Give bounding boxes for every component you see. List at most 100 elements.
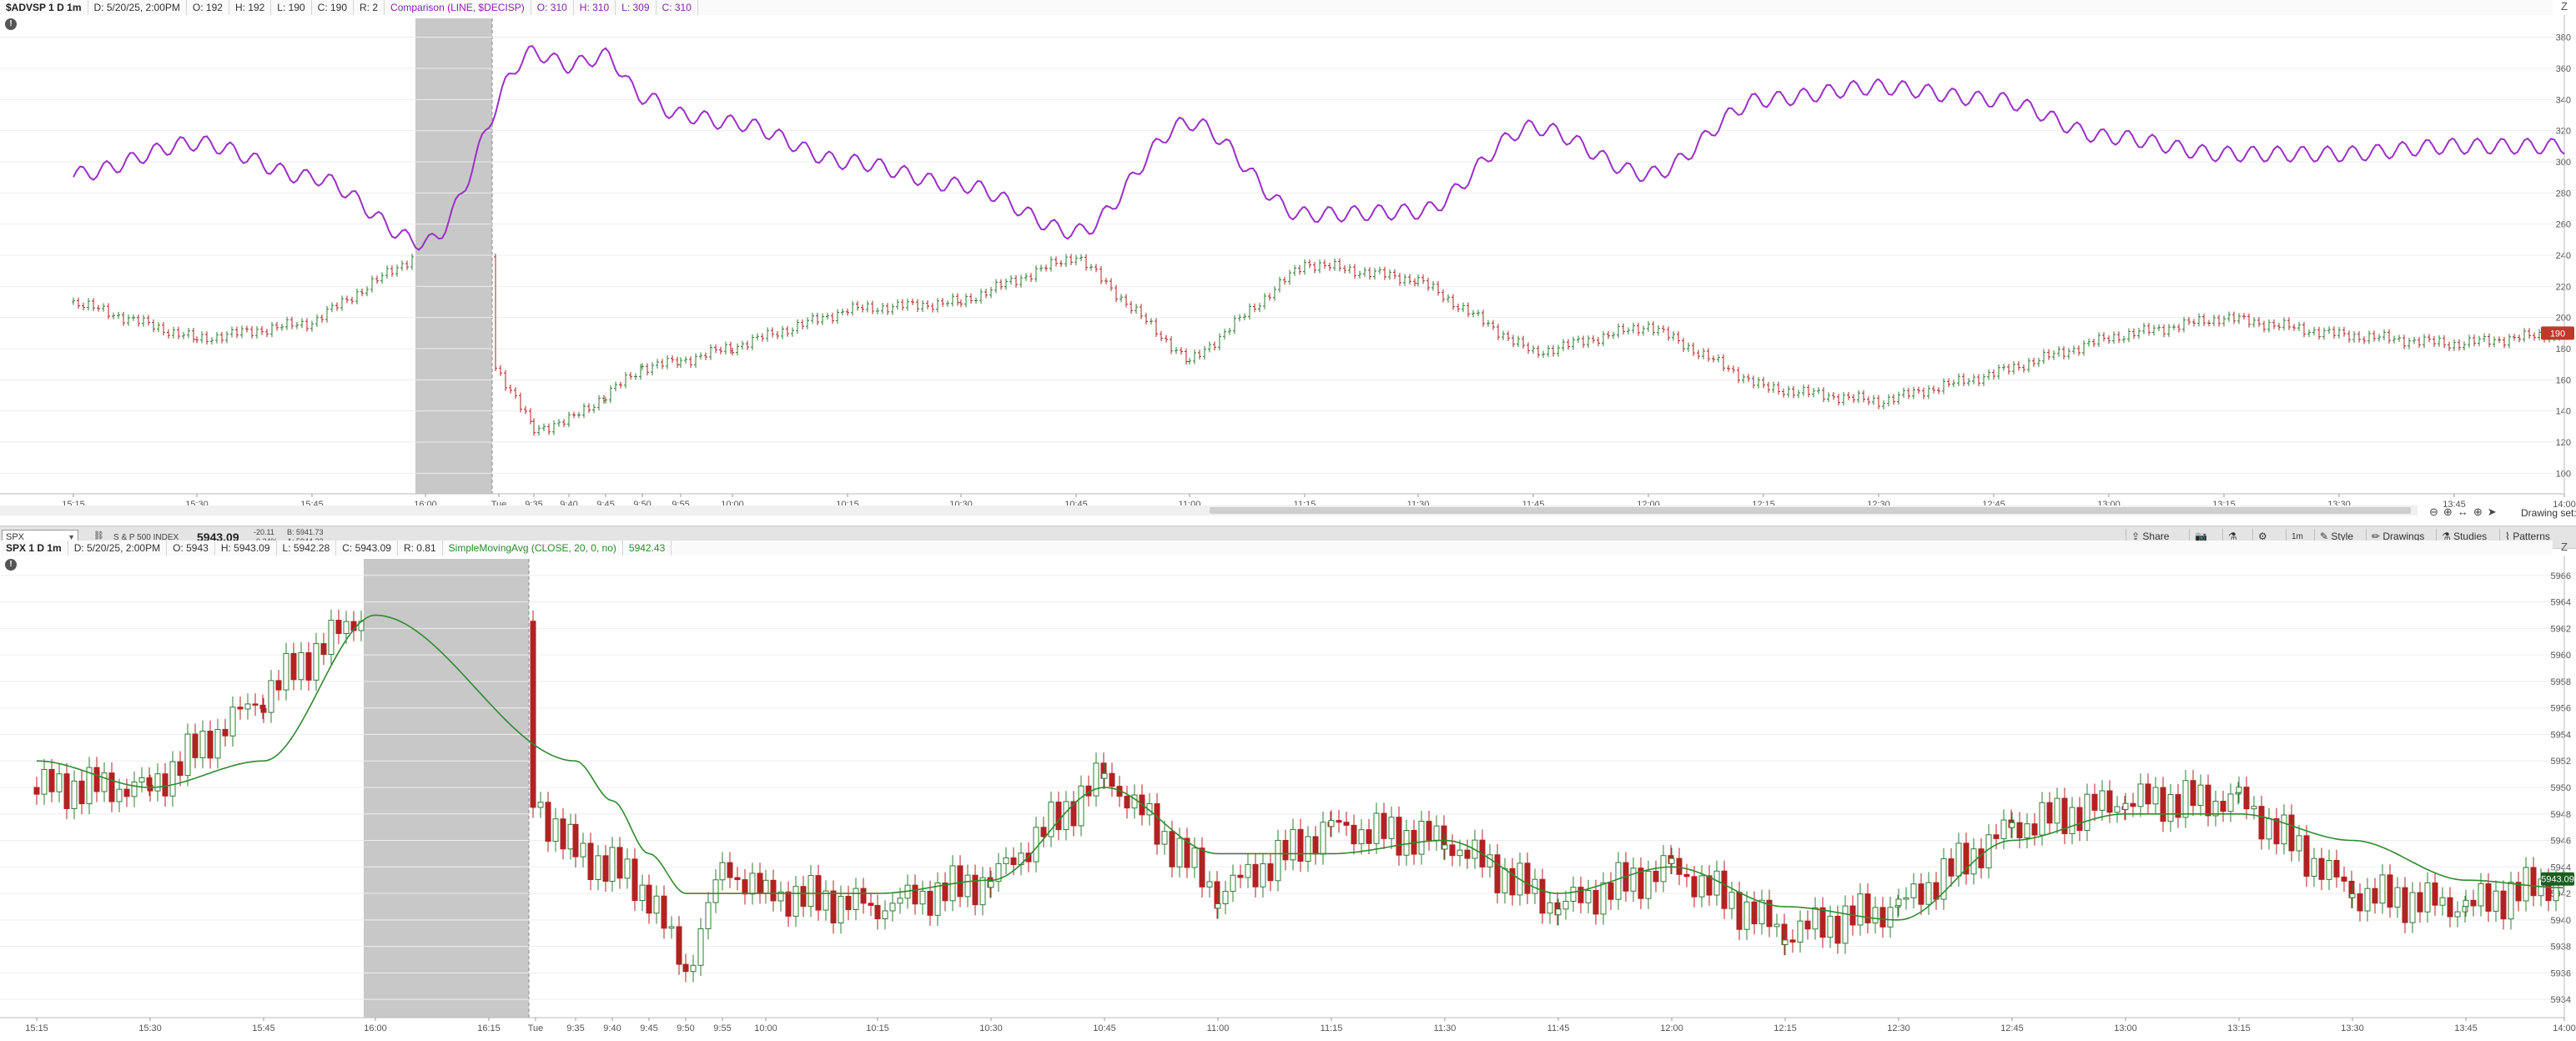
- style-button[interactable]: ✎ Style: [2314, 529, 2358, 545]
- time-axis-tick: 11:45: [1547, 1023, 1570, 1033]
- sma-study-value: 5942.43: [623, 541, 672, 556]
- candle-body: [853, 888, 859, 911]
- candle-body: [283, 652, 289, 691]
- horizontal-scrollbar[interactable]: [0, 505, 2418, 515]
- lower-date-label: D: 5/20/25, 2:00PM: [68, 541, 168, 556]
- candle-body: [676, 926, 682, 965]
- candle-body: [1215, 903, 1221, 909]
- candle-body: [1812, 907, 1819, 930]
- pan-icon[interactable]: ↔: [2457, 505, 2468, 518]
- time-axis-tick: 12:30: [1887, 1023, 1910, 1033]
- candle-body: [1993, 834, 2000, 839]
- time-axis-tick: 9:55: [713, 1023, 731, 1033]
- drawings-button[interactable]: ✏ Drawings: [2366, 529, 2429, 545]
- candle-body: [1464, 849, 1471, 859]
- flask-button[interactable]: ⚗: [2222, 529, 2242, 545]
- lower-symbol-label[interactable]: SPX 1 D 1m: [0, 541, 68, 556]
- candle-body: [742, 879, 748, 895]
- candle-body: [1713, 870, 1720, 896]
- upper-info-icon[interactable]: !: [5, 18, 17, 30]
- studies-button[interactable]: ⚗ Studies: [2436, 529, 2492, 545]
- share-button[interactable]: ⇪ Share: [2126, 529, 2174, 545]
- zoom-in-icon[interactable]: ⊕: [2443, 505, 2453, 518]
- candle-body: [2439, 897, 2446, 906]
- candle-body: [1191, 847, 1198, 868]
- lower-info-icon[interactable]: !: [5, 559, 17, 571]
- zoom-tools: ⊖ ⊕ ↔ ⊕ ➤: [2429, 505, 2497, 519]
- price-axis-tick: 5938: [2551, 943, 2571, 953]
- share-label: Share: [2142, 531, 2170, 542]
- time-axis-tick: 14:00: [2553, 500, 2576, 510]
- price-axis-tick: 5966: [2551, 571, 2571, 581]
- price-axis-tick: 5934: [2551, 995, 2571, 1005]
- candle-body: [1782, 939, 1789, 945]
- candle-body: [1872, 907, 1879, 923]
- candle-body: [734, 877, 741, 881]
- price-axis-tick: 5960: [2551, 651, 2571, 661]
- price-axis-tick: 180: [2556, 344, 2571, 355]
- patterns-icon: ⌇: [2505, 531, 2513, 542]
- candle-body: [2227, 793, 2234, 812]
- candle-body: [942, 882, 948, 902]
- link-icon[interactable]: ⛓: [93, 531, 104, 541]
- candle-body: [2167, 794, 2174, 822]
- comparison-study-label[interactable]: Comparison (LINE, $DECISP): [385, 0, 531, 15]
- upper-price-chart[interactable]: 380 360 340 320 300 280 260 240 220 200 180 160 140 1…: [0, 15, 2576, 515]
- candle-body: [1910, 883, 1917, 898]
- candle-body: [2357, 893, 2363, 912]
- drawing-set-label[interactable]: Drawing set: Default: [2521, 507, 2576, 519]
- crosshair-icon[interactable]: ⊕: [2473, 505, 2483, 518]
- scrollbar-thumb[interactable]: [1210, 507, 2411, 514]
- candle-body: [995, 862, 1002, 883]
- candle-body: [762, 879, 769, 894]
- lower-price-chart[interactable]: 5966 5964 5962 5960 5958 5956 5954 5952 5950 5948…: [0, 556, 2576, 1041]
- candle-body: [1441, 844, 1448, 850]
- candle-body: [229, 707, 236, 737]
- price-axis-tick: 5950: [2551, 783, 2571, 793]
- symbol-input[interactable]: SPX ▼: [2, 530, 78, 543]
- candle-body: [2009, 822, 2015, 828]
- candle-body: [2197, 784, 2204, 807]
- candle-body: [1237, 874, 1244, 878]
- candle-body: [260, 707, 267, 713]
- candle-body: [580, 842, 586, 857]
- candle-body: [1343, 822, 1350, 826]
- candle-body: [41, 769, 48, 795]
- price-axis-tick: 140: [2556, 407, 2571, 417]
- pencil-icon: ✏: [2372, 531, 2383, 542]
- settings-button[interactable]: ⚙: [2252, 529, 2272, 545]
- candle-body: [727, 862, 733, 878]
- upper-symbol-label[interactable]: $ADVSP 1 D 1m: [0, 0, 88, 15]
- candle-body: [1010, 857, 1017, 866]
- lower-zoom-icon[interactable]: Z: [2561, 541, 2568, 553]
- candle-body: [823, 890, 829, 911]
- candle-body: [757, 873, 763, 894]
- comparison-low-label: L: 309: [616, 0, 657, 15]
- timeframe-button[interactable]: 1m: [2286, 529, 2308, 545]
- snapshot-button[interactable]: 📷: [2189, 529, 2212, 545]
- cursor-icon[interactable]: ➤: [2487, 505, 2497, 518]
- candle-body: [169, 761, 176, 797]
- candle-body: [2364, 888, 2371, 912]
- candle-body: [1570, 887, 1577, 903]
- candle-body: [2462, 906, 2468, 913]
- candle-body: [93, 767, 100, 792]
- patterns-button[interactable]: ⌇ Patterns: [2499, 529, 2555, 545]
- chevron-down-icon[interactable]: ▼: [68, 533, 75, 541]
- candle-body: [2478, 883, 2484, 907]
- candle-body: [2069, 807, 2075, 834]
- candle-body: [1607, 882, 1614, 900]
- candle-body: [2296, 835, 2302, 852]
- upper-zoom-icon[interactable]: Z: [2561, 0, 2568, 13]
- candle-body: [1373, 812, 1380, 844]
- candle-body: [1918, 883, 1924, 905]
- sma-study-label[interactable]: SimpleMovingAvg (CLOSE, 20, 0, no): [443, 541, 623, 556]
- candle-body: [668, 926, 675, 929]
- candle-body: [1645, 870, 1652, 899]
- candle-body: [1336, 820, 1342, 823]
- candle-body: [1940, 858, 1947, 900]
- candle-body: [207, 731, 214, 759]
- candle-body: [712, 879, 719, 903]
- zoom-out-icon[interactable]: ⊖: [2429, 505, 2438, 518]
- candle-body: [653, 895, 660, 914]
